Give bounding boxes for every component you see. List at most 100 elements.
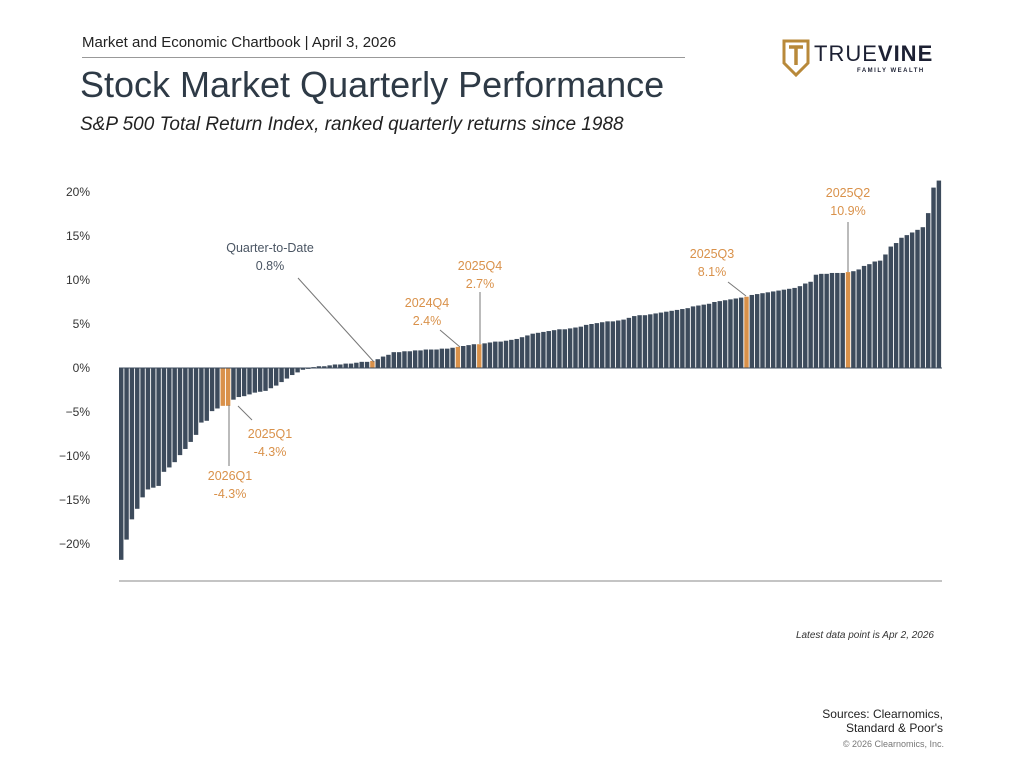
page-title: Stock Market Quarterly Performance	[80, 64, 665, 105]
bar	[819, 273, 824, 368]
bar	[439, 348, 445, 368]
copyright: © 2026 Clearnomics, Inc.	[842, 739, 944, 749]
bar	[888, 246, 893, 368]
bar	[418, 350, 423, 368]
bar	[172, 368, 177, 463]
bar	[268, 368, 274, 389]
bar	[754, 294, 760, 368]
bar	[792, 287, 797, 368]
highlight-bar	[455, 346, 461, 368]
bar	[904, 235, 910, 368]
annotation-label: 2025Q4	[458, 259, 503, 273]
bar	[605, 321, 610, 368]
bar	[348, 363, 354, 368]
bar	[380, 356, 386, 368]
bar	[920, 227, 926, 368]
bar	[877, 260, 883, 368]
header-divider	[82, 57, 685, 58]
bar	[204, 368, 209, 421]
y-tick-label: −15%	[59, 493, 90, 507]
bar	[883, 254, 888, 368]
annotation-label: 2025Q1	[248, 427, 293, 441]
bar	[493, 341, 498, 368]
bar	[338, 364, 343, 368]
bar	[701, 304, 706, 368]
bar	[279, 368, 284, 383]
bar	[466, 345, 471, 368]
y-tick-label: 5%	[73, 317, 91, 331]
bar	[461, 346, 466, 368]
bar	[541, 331, 546, 368]
bar	[188, 368, 193, 442]
annotation-value: 10.9%	[830, 204, 865, 218]
bar	[712, 302, 717, 368]
bar	[359, 361, 364, 368]
highlight-bar	[477, 344, 482, 368]
bar	[231, 368, 236, 400]
bar	[851, 271, 856, 368]
bar	[295, 368, 300, 373]
bar	[813, 274, 819, 368]
highlight-bar	[225, 368, 231, 406]
bar	[872, 261, 877, 368]
logo-wordmark: TRUEVINE	[814, 41, 934, 66]
bar	[129, 368, 135, 520]
bar	[909, 232, 915, 368]
bar	[375, 359, 380, 368]
bar	[364, 361, 370, 368]
bar	[546, 331, 551, 368]
bar	[573, 327, 578, 368]
bar	[936, 180, 942, 368]
bar	[787, 288, 792, 368]
y-tick-label: 0%	[73, 361, 91, 375]
highlight-bar	[370, 360, 375, 368]
annotation-value: -4.3%	[254, 445, 287, 459]
bar	[273, 368, 279, 386]
bar	[145, 368, 151, 490]
bar	[685, 308, 690, 368]
bar	[241, 368, 247, 397]
annotation-value: 2.4%	[413, 314, 442, 328]
bar	[209, 368, 215, 412]
bar	[124, 368, 129, 540]
y-tick-label: 10%	[66, 273, 90, 287]
bar	[263, 368, 268, 391]
bar	[770, 291, 776, 368]
bar	[140, 368, 145, 498]
bar	[610, 321, 616, 368]
bar	[343, 363, 348, 368]
bar	[135, 368, 140, 509]
annotation-leader-line	[727, 281, 747, 297]
bar	[706, 303, 712, 368]
bar	[551, 330, 557, 368]
bar	[835, 272, 840, 368]
bar	[626, 317, 632, 368]
bar	[717, 301, 722, 368]
bar	[193, 368, 199, 435]
highlight-bar	[744, 296, 749, 368]
y-tick-label: −20%	[59, 537, 90, 551]
annotation-label: 2025Q3	[690, 247, 735, 261]
bar	[535, 332, 541, 368]
bar	[177, 368, 183, 456]
bar	[396, 352, 402, 368]
annotation-value: 0.8%	[256, 259, 285, 273]
bar	[450, 347, 455, 368]
bar	[332, 364, 338, 368]
bar	[407, 351, 413, 368]
bar	[284, 368, 290, 379]
bar	[583, 324, 589, 368]
bar	[642, 315, 648, 368]
bar	[856, 269, 861, 368]
annotation-label: Quarter-to-Date	[226, 241, 314, 255]
highlight-bar	[845, 272, 851, 368]
annotation-label: 2024Q4	[405, 296, 450, 310]
annotation-value: 8.1%	[698, 265, 727, 279]
bar	[503, 340, 509, 368]
bar	[599, 322, 605, 368]
bar	[824, 273, 829, 368]
bar	[498, 341, 503, 368]
bar	[530, 333, 535, 368]
